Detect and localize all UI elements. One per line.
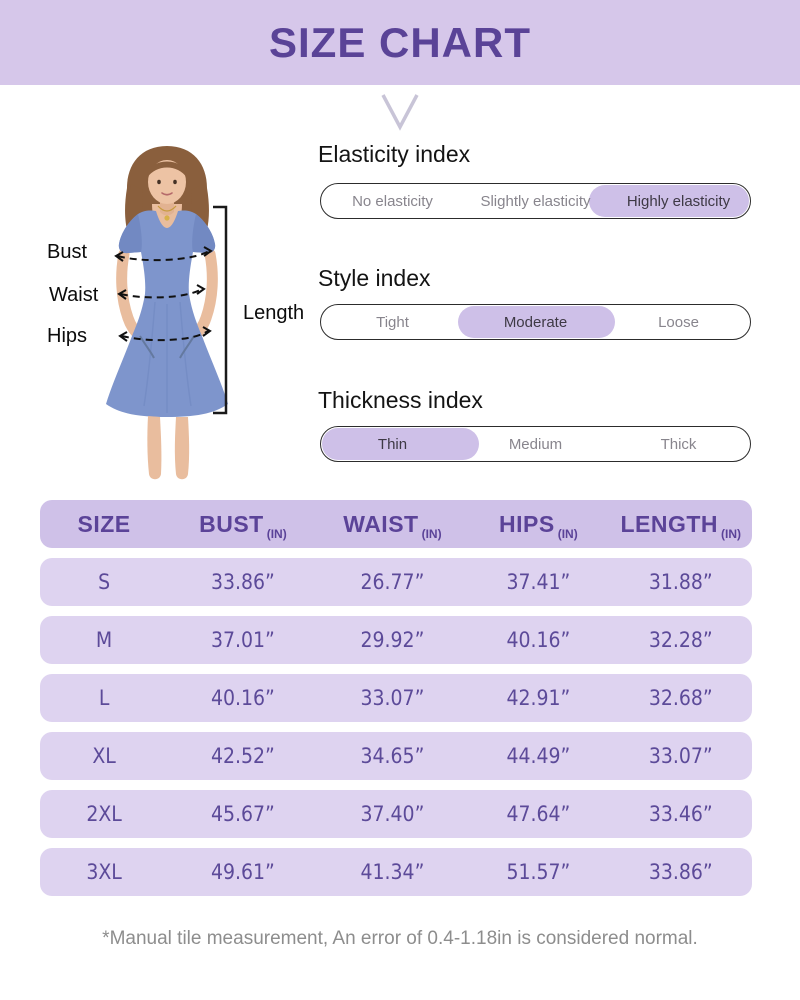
length-cell: 31.88”	[648, 570, 713, 594]
size-table: SIZE BUST (IN) WAIST (IN) HIPS (IN) LENGTH(…	[40, 500, 752, 906]
waist-cell: 34.65”	[360, 744, 425, 768]
bust-cell: 45.67”	[210, 802, 275, 826]
size-cell: M	[95, 628, 113, 652]
option-loose: Loose	[658, 313, 699, 331]
thickness-index-bar: Thin Medium Thick	[320, 426, 751, 462]
bust-label: Bust	[47, 241, 88, 263]
waist-label: Waist	[49, 284, 99, 306]
thickness-index-title: Thickness index	[318, 387, 483, 413]
dress-model-illustration	[106, 146, 228, 480]
waist-cell: 33.07”	[360, 686, 425, 710]
measurement-lines	[114, 246, 213, 342]
elasticity-highlight-pill	[589, 185, 749, 217]
hips-cell: 44.49”	[506, 744, 571, 768]
style-index-bar: Tight Moderate Loose	[320, 304, 751, 340]
waist-cell: 26.77”	[360, 570, 425, 594]
size-cell: S	[98, 570, 111, 594]
thickness-highlight-pill	[322, 428, 479, 460]
measurement-disclaimer: *Manual tile measurement, An error of 0.…	[102, 928, 698, 949]
size-cell: L	[98, 686, 110, 710]
length-cell: 33.86”	[648, 860, 713, 884]
table-row: 2XL 45.67” 37.40” 47.64” 33.46”	[40, 790, 752, 838]
bust-cell: 42.52”	[210, 744, 275, 768]
table-row: M 37.01” 29.92” 40.16” 32.28”	[40, 616, 752, 664]
table-row: XL 42.52” 34.65” 44.49” 33.07”	[40, 732, 752, 780]
option-slightly-elasticity: Slightly elasticity	[480, 192, 591, 210]
option-thin: Thin	[377, 435, 408, 453]
table-row: S 33.86” 26.77” 37.41” 31.88”	[40, 558, 752, 606]
style-index-title: Style index	[318, 265, 431, 291]
length-bracket	[213, 205, 228, 415]
face	[148, 160, 186, 204]
hips-cell: 37.41”	[506, 570, 571, 594]
unit-label: (IN)	[421, 526, 442, 541]
table-row: 3XL 49.61” 41.34” 51.57” 33.86”	[40, 848, 752, 896]
bust-cell: 49.61”	[210, 860, 275, 884]
unit-label: (IN)	[266, 526, 287, 541]
size-cell: XL	[92, 744, 116, 768]
hips-label: Hips	[47, 325, 88, 347]
length-label: Length	[243, 302, 305, 324]
column-header-waist: WAIST (IN)	[343, 510, 442, 541]
option-thick: Thick	[660, 435, 697, 453]
bust-cell: 40.16”	[210, 686, 275, 710]
page-title: SIZE CHART	[269, 18, 531, 66]
bust-cell: 33.86”	[210, 570, 275, 594]
hips-cell: 47.64”	[506, 802, 571, 826]
hips-cell: 40.16”	[506, 628, 571, 652]
length-cell: 33.46”	[648, 802, 713, 826]
length-cell: 32.28”	[648, 628, 713, 652]
unit-label: (IN)	[557, 526, 578, 541]
waist-cell: 29.92”	[360, 628, 425, 652]
style-highlight-pill	[458, 306, 615, 338]
option-tight: Tight	[376, 313, 409, 331]
size-cell: 3XL	[86, 860, 122, 884]
table-row: L 40.16” 33.07” 42.91” 32.68”	[40, 674, 752, 722]
waist-cell: 37.40”	[360, 802, 425, 826]
column-header-hips: HIPS (IN)	[499, 510, 578, 541]
column-header-size: SIZE	[77, 510, 131, 537]
bust-cell: 37.01”	[210, 628, 275, 652]
table-header-row: SIZE BUST (IN) WAIST (IN) HIPS (IN) LENGTH(…	[40, 500, 752, 548]
size-cell: 2XL	[86, 802, 122, 826]
option-moderate: Moderate	[503, 313, 568, 331]
column-header-length: LENGTH (IN)	[620, 510, 742, 541]
elasticity-index-bar: No elasticity Slightly elasticity Highly…	[320, 183, 751, 219]
hips-cell: 42.91”	[506, 686, 571, 710]
banner: SIZE CHART	[0, 0, 800, 85]
waist-cell: 41.34”	[360, 860, 425, 884]
length-cell: 32.68”	[648, 686, 713, 710]
option-highly-elasticity: Highly elasticity	[626, 192, 731, 210]
column-header-bust: BUST (IN)	[199, 510, 287, 541]
option-no-elasticity: No elasticity	[352, 192, 433, 210]
unit-label: (IN)	[721, 526, 742, 541]
elasticity-index-title: Elasticity index	[318, 141, 471, 167]
hips-cell: 51.57”	[506, 860, 571, 884]
chevron-down-icon	[381, 94, 419, 131]
option-medium: Medium	[508, 435, 563, 453]
length-cell: 33.07”	[648, 744, 713, 768]
